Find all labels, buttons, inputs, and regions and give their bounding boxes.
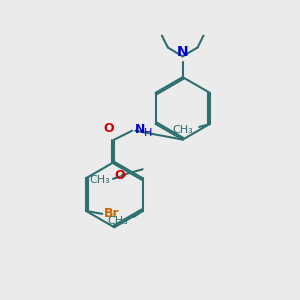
Text: CH₃: CH₃: [107, 216, 128, 226]
Text: O: O: [104, 122, 114, 135]
Text: CH₃: CH₃: [172, 125, 194, 135]
Text: N: N: [135, 123, 146, 136]
Text: Br: Br: [104, 207, 119, 220]
Text: O: O: [114, 169, 125, 182]
Text: CH₃: CH₃: [89, 175, 110, 185]
Text: N: N: [177, 45, 188, 59]
Text: H: H: [143, 128, 152, 138]
